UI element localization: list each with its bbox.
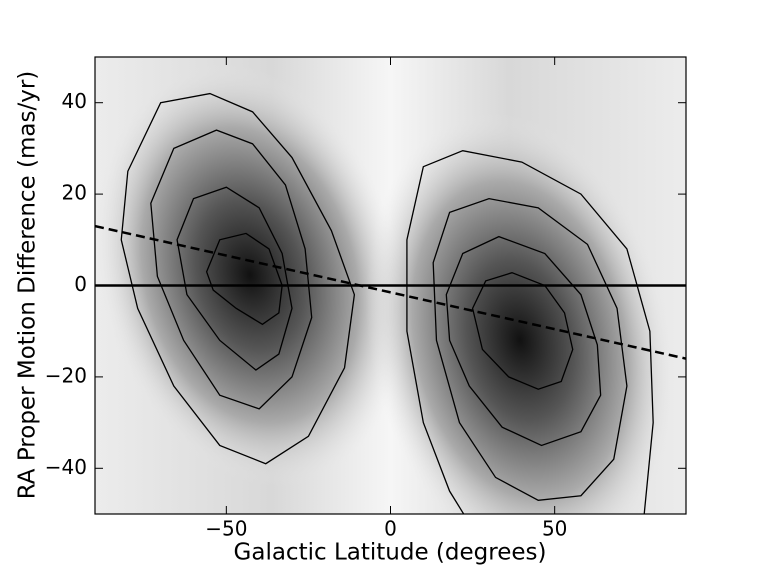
contour-line — [432, 197, 628, 501]
contour-line — [205, 232, 283, 326]
contour-line — [150, 129, 313, 410]
y-tick-label: 40 — [62, 89, 87, 113]
contour-line — [471, 272, 574, 390]
x-tick-label: −50 — [205, 517, 247, 541]
y-tick-label: 0 — [74, 272, 87, 296]
x-axis-label: Galactic Latitude (degrees) — [234, 540, 547, 566]
contour-line — [406, 150, 654, 514]
contour-line — [445, 235, 602, 447]
contour-line — [120, 92, 356, 465]
density-shading — [95, 57, 686, 514]
x-tick-label: 0 — [384, 517, 397, 541]
x-tick-label: 50 — [542, 517, 567, 541]
plot-area — [95, 92, 686, 514]
fit-line — [95, 224, 686, 360]
y-tick-label: 20 — [62, 181, 87, 205]
y-axis-label: RA Proper Motion Difference (mas/yr) — [15, 71, 41, 500]
contour-line — [176, 186, 293, 371]
y-tick-label: −20 — [45, 363, 87, 387]
y-tick-label: −40 — [45, 455, 87, 479]
